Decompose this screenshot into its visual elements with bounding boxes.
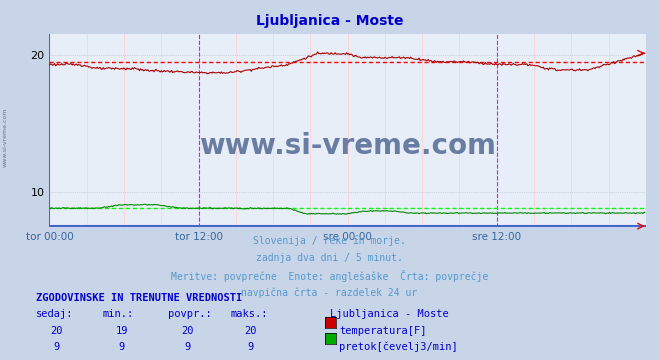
Text: temperatura[F]: temperatura[F] [339, 326, 427, 336]
Text: navpična črta - razdelek 24 ur: navpična črta - razdelek 24 ur [241, 288, 418, 298]
Text: min.:: min.: [102, 309, 133, 319]
Text: 19: 19 [116, 326, 128, 336]
Text: 20: 20 [244, 326, 256, 336]
Text: Ljubljanica - Moste: Ljubljanica - Moste [256, 14, 403, 28]
Text: Ljubljanica - Moste: Ljubljanica - Moste [330, 309, 448, 319]
Text: pretok[čevelj3/min]: pretok[čevelj3/min] [339, 342, 458, 352]
Text: 9: 9 [53, 342, 59, 352]
Text: ZGODOVINSKE IN TRENUTNE VREDNOSTI: ZGODOVINSKE IN TRENUTNE VREDNOSTI [36, 293, 243, 303]
Text: Slovenija / reke in morje.: Slovenija / reke in morje. [253, 236, 406, 246]
Text: povpr.:: povpr.: [168, 309, 212, 319]
Text: 20: 20 [182, 326, 194, 336]
Text: 9: 9 [247, 342, 254, 352]
Text: maks.:: maks.: [231, 309, 268, 319]
Text: Meritve: povprečne  Enote: anglešaške  Črta: povprečje: Meritve: povprečne Enote: anglešaške Črt… [171, 270, 488, 282]
Text: sedaj:: sedaj: [36, 309, 74, 319]
Text: www.si-vreme.com: www.si-vreme.com [3, 107, 8, 167]
Text: 9: 9 [185, 342, 191, 352]
Text: zadnja dva dni / 5 minut.: zadnja dva dni / 5 minut. [256, 253, 403, 263]
Text: 20: 20 [50, 326, 62, 336]
Text: 9: 9 [119, 342, 125, 352]
Text: www.si-vreme.com: www.si-vreme.com [199, 132, 496, 160]
